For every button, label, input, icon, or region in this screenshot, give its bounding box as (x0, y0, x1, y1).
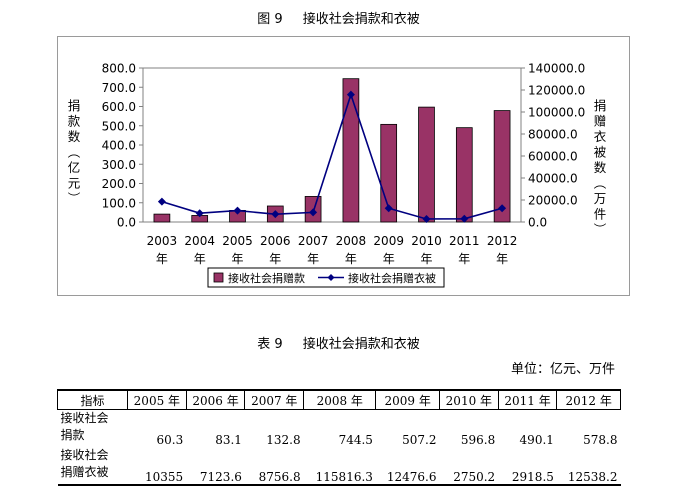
left-axis-tick-label: 200.0 (102, 177, 136, 191)
legend-line-label: 接收社会捐赠衣被 (348, 271, 436, 285)
table-caption: 接收社会捐款和衣被 (302, 337, 420, 352)
table-cell: 507.2 (402, 433, 437, 447)
table-cell: 490.1 (519, 433, 554, 447)
table-row: 接收社会 捐款 60.3 83.1 132.8 744.5 507.2 596.… (58, 410, 621, 447)
table-cell: 132.8 (266, 433, 301, 447)
x-axis-tick-label: 2003 年 (147, 234, 178, 266)
line-marker (384, 204, 393, 213)
line-marker (157, 197, 166, 206)
figure-caption: 接收社会捐款和衣被 (302, 12, 420, 27)
header-cell: 2007 年 (244, 389, 305, 410)
right-axis-tick-label: 120000.0 (528, 84, 585, 98)
table-cell: 744.5 (338, 433, 373, 447)
x-axis-tick-label: 2006 年 (260, 234, 291, 266)
figure-number: 图 9 (257, 12, 283, 27)
header-cell: 2009 年 (375, 389, 440, 410)
table-cell: 10355 (127, 447, 187, 486)
row-label: 接收社会 捐赠衣被 (57, 447, 128, 486)
chart: 0.0 100.0 200.0 300.0 400.0 500.0 600.0 700.0 80… (68, 62, 607, 288)
left-axis-tick-label: 600.0 (102, 100, 136, 114)
line-marker (498, 204, 507, 213)
legend-bar-label: 接收社会捐赠款 (228, 271, 305, 285)
header-cell: 指标 (57, 389, 128, 410)
header-cell: 2010 年 (439, 389, 499, 410)
x-axis-tick-label: 2011 年 (449, 234, 480, 266)
line-marker (195, 209, 204, 218)
table-cell: 12476.6 (375, 447, 440, 486)
line-marker (233, 206, 242, 215)
x-axis-tick-label: 2005 年 (222, 234, 253, 266)
line-marker (346, 90, 355, 99)
header-cell: 2011 年 (497, 389, 558, 410)
table-number: 表 9 (257, 337, 283, 352)
line-marker (422, 214, 431, 223)
line-marker (271, 210, 280, 219)
left-axis-tick-label: 0.0 (117, 216, 136, 230)
right-axis-tick-label: 20000.0 (528, 194, 578, 208)
header-cell: 2005 年 (127, 389, 187, 410)
row-label: 接收社会 捐款 (60, 411, 109, 442)
right-axis-tick-label: 100000.0 (528, 106, 585, 120)
x-axis-tick-label: 2008 年 (336, 234, 367, 266)
figure-title: 图 9 接收社会捐款和衣被 (0, 8, 677, 27)
legend-line-marker (327, 274, 335, 281)
left-axis-tick-label: 400.0 (102, 139, 136, 153)
header-cell: 2012 年 (556, 389, 621, 410)
x-axis-tick-label: 2012 年 (487, 234, 518, 266)
legend-bar-swatch (213, 272, 224, 283)
right-axis-tick-label: 40000.0 (528, 172, 578, 186)
table-header-row: 指标 2005 年 2006 年 2007 年 2008 年 2009 年 20… (57, 389, 621, 410)
table-cell: 7123.6 (186, 447, 245, 486)
bar (342, 78, 360, 223)
table-cell: 2918.5 (498, 447, 557, 486)
left-axis-tick-label: 800.0 (102, 62, 136, 76)
left-axis-tick-label: 300.0 (102, 158, 136, 172)
bar (418, 106, 435, 223)
bar (153, 213, 171, 223)
left-axis-title: 捐款数︵亿元︶ (68, 98, 81, 206)
bar (493, 110, 511, 223)
header-cell: 2008 年 (303, 389, 377, 410)
left-axis-tick-label: 500.0 (102, 119, 136, 133)
table-cell: 115816.3 (303, 447, 376, 486)
chart-frame (57, 36, 630, 296)
table-title: 表 9 接收社会捐款和衣被 (0, 333, 677, 352)
x-axis-tick-label: 2007 年 (298, 234, 329, 266)
line-series (161, 92, 503, 220)
right-axis-tick-label: 80000.0 (528, 128, 578, 142)
table-cell: 578.8 (583, 433, 618, 447)
line-marker (309, 208, 318, 217)
table-row: 接收社会 捐赠衣被 10355 7123.6 8756.8 115816.3 1… (57, 447, 621, 486)
table-cell: 12538.2 (556, 447, 621, 486)
right-axis-title: 捐赠衣被数︵万件︶ (594, 98, 607, 237)
header-cell: 2006 年 (185, 389, 246, 410)
table-cell: 2750.2 (439, 447, 499, 486)
x-axis-tick-label: 2004 年 (184, 234, 215, 266)
table-cell: 8756.8 (244, 447, 304, 486)
x-axis-tick-label: 2009 年 (373, 234, 404, 266)
right-axis-tick-label: 0.0 (528, 216, 547, 230)
data-table: 指标 2005 年 2006 年 2007 年 2008 年 2009 年 20… (57, 389, 621, 486)
table-unit: 单位：亿元、万件 (510, 362, 615, 377)
left-axis-tick-label: 100.0 (102, 196, 136, 210)
bar (455, 127, 473, 223)
table-cell: 60.3 (156, 433, 184, 447)
table-cell: 596.8 (460, 433, 496, 447)
right-axis-tick-label: 140000.0 (528, 62, 585, 76)
x-axis-tick-label: 2010 年 (411, 234, 442, 266)
table-cell: 83.1 (215, 433, 242, 447)
line-marker (460, 214, 469, 223)
right-axis-tick-label: 60000.0 (528, 150, 578, 164)
left-axis-tick-label: 700.0 (102, 81, 136, 95)
